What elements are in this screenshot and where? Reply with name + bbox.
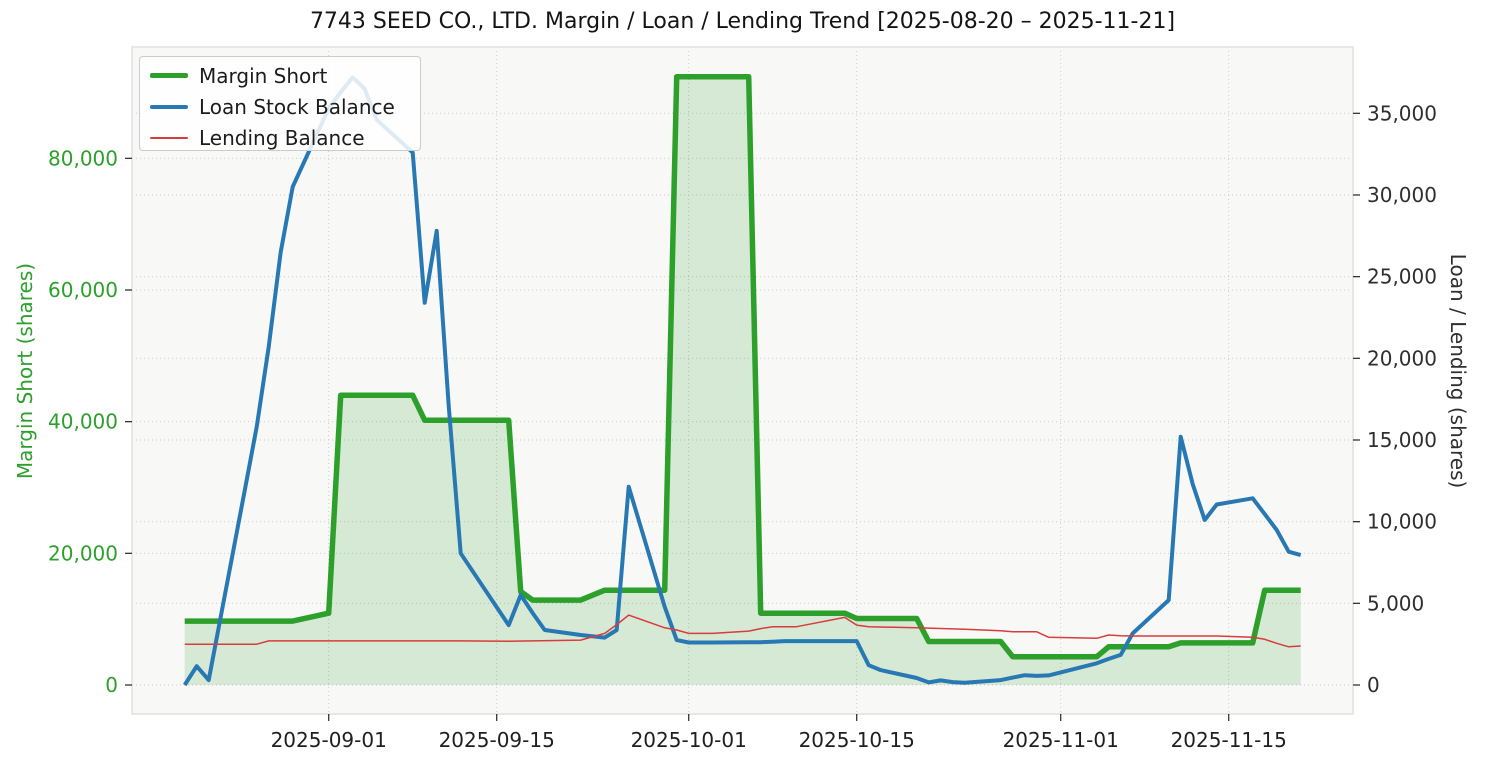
legend-swatch-margin-short (150, 72, 188, 79)
right-tick-label: 20,000 (1367, 346, 1437, 370)
x-tick-label: 2025-10-15 (799, 728, 915, 752)
legend-swatch-loan-stock-balance (150, 104, 188, 109)
left-tick-label: 80,000 (48, 146, 118, 170)
x-tick-label: 2025-09-01 (271, 728, 387, 752)
right-axis-title: Loan / Lending (shares) (1446, 254, 1470, 489)
left-axis-title: Margin Short (shares) (13, 263, 37, 479)
left-tick-label: 0 (105, 673, 118, 697)
x-tick-label: 2025-11-01 (1003, 728, 1119, 752)
left-tick-label: 40,000 (48, 410, 118, 434)
left-axis-title-text: Margin Short (shares) (13, 262, 37, 480)
legend-label-lending-balance: Lending Balance (199, 125, 365, 150)
right-tick-label: 10,000 (1367, 510, 1437, 534)
axes-spine (131, 46, 1354, 715)
right-tick-label: 15,000 (1367, 428, 1437, 452)
x-tick-label: 2025-11-15 (1171, 728, 1287, 752)
series-line-lending-balance (184, 614, 1301, 648)
legend: Margin Short Loan Stock Balance Lending … (139, 56, 421, 151)
right-axis-title-text: Loan / Lending (shares) (1446, 253, 1470, 489)
legend-item-margin-short: Margin Short (150, 60, 420, 91)
left-tick-label: 20,000 (48, 541, 118, 565)
legend-label-margin-short: Margin Short (199, 63, 328, 88)
legend-item-loan-stock-balance: Loan Stock Balance (150, 91, 420, 122)
x-tick-label: 2025-09-15 (439, 728, 555, 752)
legend-item-lending-balance: Lending Balance (150, 122, 420, 153)
right-tick-label: 5,000 (1367, 591, 1424, 615)
right-tick-label: 0 (1367, 673, 1380, 697)
margin-short-area (184, 76, 1301, 685)
x-tick-label: 2025-10-01 (631, 728, 747, 752)
axes-background (132, 47, 1353, 714)
chart-title: 7743 SEED CO., LTD. Margin / Loan / Lend… (309, 9, 1176, 34)
right-tick-label: 30,000 (1367, 183, 1437, 207)
right-tick-label: 35,000 (1367, 101, 1437, 125)
series-line-margin-short (184, 73, 1301, 660)
left-tick-label: 60,000 (48, 278, 118, 302)
right-tick-label: 25,000 (1367, 265, 1437, 289)
legend-swatch-lending-balance (150, 136, 188, 139)
legend-label-loan-stock-balance: Loan Stock Balance (199, 94, 395, 119)
